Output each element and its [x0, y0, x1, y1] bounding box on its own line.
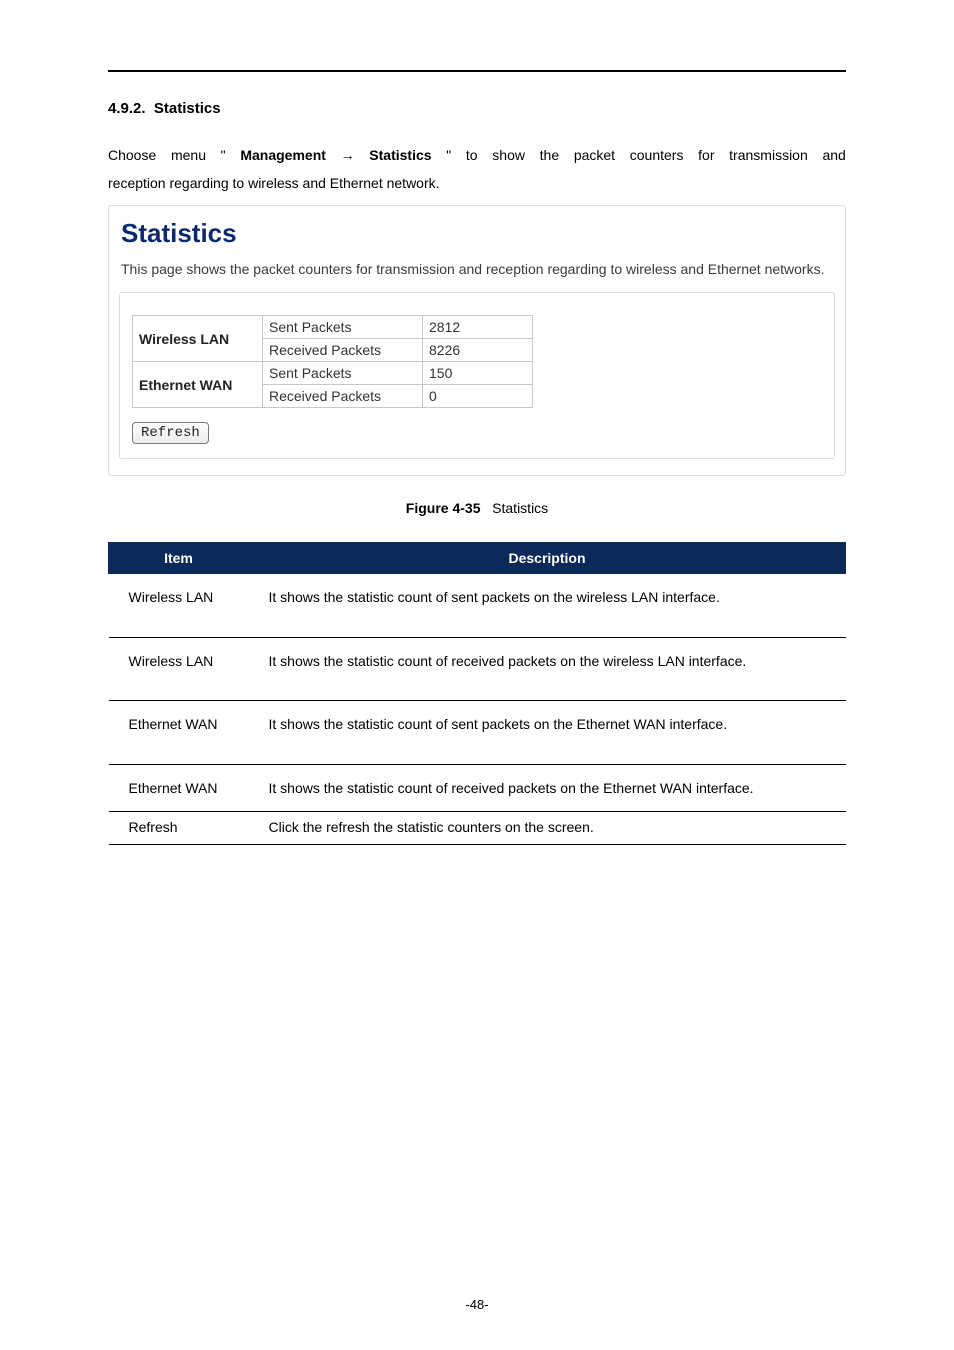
refresh-button[interactable]: Refresh [132, 422, 209, 444]
metric-label: Sent Packets [263, 362, 423, 385]
description-row: Ethernet WANIt shows the statistic count… [109, 701, 846, 765]
description-cell: Click the refresh the statistic counters… [249, 812, 846, 845]
metric-label: Received Packets [263, 339, 423, 362]
intro-line2: reception regarding to wireless and Ethe… [108, 175, 440, 191]
figure-caption: Figure 4-35 Statistics [108, 500, 846, 516]
intro-word: → [341, 141, 355, 169]
intro-word: Choose [108, 141, 156, 169]
page-number: -48- [0, 1297, 954, 1312]
figure-caption-text: Statistics [492, 500, 548, 516]
description-cell: It shows the statistic count of received… [249, 764, 846, 812]
description-cell: It shows the statistic count of sent pac… [249, 701, 846, 765]
metric-label: Received Packets [263, 385, 423, 408]
intro-word: Statistics [369, 141, 431, 169]
intro-word: to [466, 141, 478, 169]
interface-name: Wireless LAN [133, 316, 263, 362]
top-horizontal-rule [108, 70, 846, 72]
panel-description: This page shows the packet counters for … [121, 259, 833, 280]
figure-number: Figure 4-35 [406, 500, 481, 516]
description-cell: It shows the statistic count of received… [249, 637, 846, 701]
intro-word: transmission [729, 141, 808, 169]
description-row: Wireless LANIt shows the statistic count… [109, 574, 846, 638]
section-number: 4.9.2. [108, 100, 146, 117]
intro-word: Management [240, 141, 326, 169]
description-row: Ethernet WANIt shows the statistic count… [109, 764, 846, 812]
col-header-item: Item [109, 543, 249, 574]
description-cell: It shows the statistic count of sent pac… [249, 574, 846, 638]
intro-word: " [446, 141, 451, 169]
metric-value: 0 [423, 385, 533, 408]
intro-word: " [221, 141, 226, 169]
metric-value: 8226 [423, 339, 533, 362]
section-heading: 4.9.2. Statistics [108, 100, 846, 117]
intro-paragraph: Choosemenu"Management→Statistics"toshowt… [108, 141, 846, 197]
panel-title: Statistics [121, 218, 835, 249]
col-header-description: Description [249, 543, 846, 574]
metric-label: Sent Packets [263, 316, 423, 339]
statistics-table: Wireless LANSent Packets2812Received Pac… [132, 315, 533, 408]
metric-value: 2812 [423, 316, 533, 339]
stats-row: Wireless LANSent Packets2812 [133, 316, 533, 339]
item-cell: Refresh [109, 812, 249, 845]
statistics-panel: Statistics This page shows the packet co… [108, 205, 846, 476]
item-cell: Wireless LAN [109, 637, 249, 701]
intro-word: and [822, 141, 845, 169]
stats-row: Ethernet WANSent Packets150 [133, 362, 533, 385]
metric-value: 150 [423, 362, 533, 385]
description-row: Wireless LANIt shows the statistic count… [109, 637, 846, 701]
item-cell: Ethernet WAN [109, 701, 249, 765]
intro-word: for [698, 141, 714, 169]
statistics-inner-box: Wireless LANSent Packets2812Received Pac… [119, 292, 835, 459]
intro-word: counters [630, 141, 684, 169]
description-row: RefreshClick the refresh the statistic c… [109, 812, 846, 845]
description-table: Item Description Wireless LANIt shows th… [108, 542, 846, 845]
item-cell: Wireless LAN [109, 574, 249, 638]
intro-word: packet [574, 141, 615, 169]
intro-word: show [492, 141, 525, 169]
section-title: Statistics [154, 100, 221, 117]
intro-word: menu [171, 141, 206, 169]
interface-name: Ethernet WAN [133, 362, 263, 408]
item-cell: Ethernet WAN [109, 764, 249, 812]
intro-word: the [540, 141, 559, 169]
